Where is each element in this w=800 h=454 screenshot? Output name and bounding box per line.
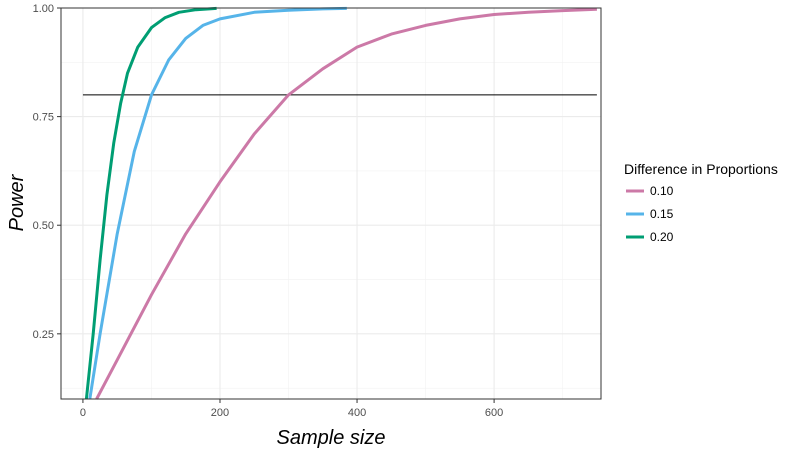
x-tick-label: 200 <box>211 407 229 419</box>
legend-label-0.20: 0.20 <box>650 230 674 244</box>
y-axis-title: Power <box>6 173 28 231</box>
panel-background <box>61 8 601 399</box>
y-tick-label: 0.25 <box>33 329 54 341</box>
series-lines <box>84 6 597 400</box>
y-tick-label: 0.50 <box>33 220 54 232</box>
x-tick-label: 600 <box>485 407 503 419</box>
grid-major <box>61 7 601 399</box>
y-tick-label: 0.75 <box>33 112 54 124</box>
x-tick-label: 400 <box>348 407 366 419</box>
x-tick-label: 0 <box>80 407 86 419</box>
x-axis-title: Sample size <box>277 427 386 449</box>
panel-border <box>60 7 602 400</box>
y-axis-ticks: 0.25 0.50 0.75 1.00 <box>33 3 61 341</box>
legend-label-0.10: 0.10 <box>650 184 674 198</box>
grid-minor <box>61 8 601 399</box>
legend-title: Difference in Proportions <box>624 161 778 177</box>
y-tick-label: 1.00 <box>33 3 54 15</box>
series-line-0.15 <box>88 6 347 400</box>
series-line-0.20 <box>84 6 217 400</box>
legend: Difference in Proportions 0.10 0.15 0.20 <box>624 161 778 244</box>
x-axis-ticks: 0 200 400 600 <box>80 399 503 419</box>
legend-label-0.15: 0.15 <box>650 207 674 221</box>
series-line-0.10 <box>95 7 597 400</box>
